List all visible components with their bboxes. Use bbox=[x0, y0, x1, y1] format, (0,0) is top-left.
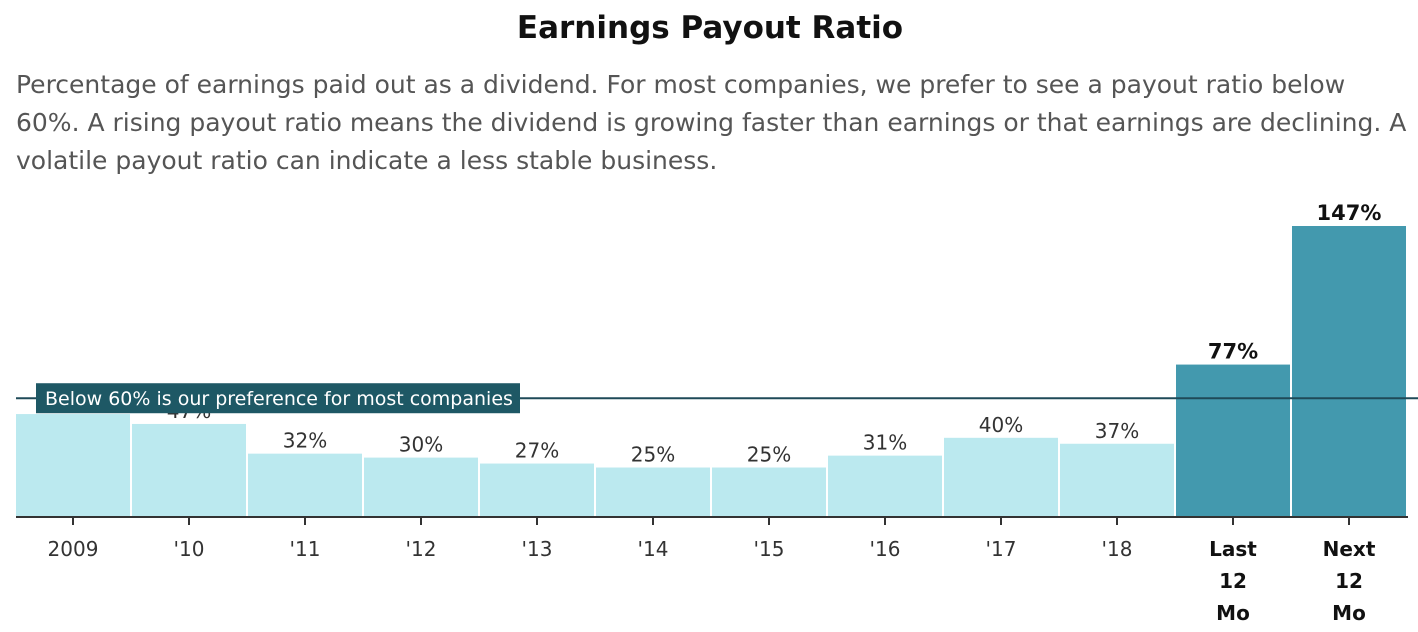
bar bbox=[132, 423, 246, 517]
x-tick-label: '14 bbox=[638, 537, 669, 561]
chart-description: Percentage of earnings paid out as a div… bbox=[16, 70, 1407, 175]
bar bbox=[480, 463, 594, 517]
chart-title: Earnings Payout Ratio bbox=[516, 10, 904, 46]
bar bbox=[944, 437, 1058, 517]
x-tick-label: Next 12 Mo bbox=[1323, 537, 1376, 625]
bar bbox=[1060, 443, 1174, 517]
bar bbox=[1176, 364, 1290, 517]
x-tick-label: '13 bbox=[522, 537, 553, 561]
data-label: 32% bbox=[283, 429, 327, 453]
x-tick-label: '15 bbox=[754, 537, 785, 561]
x-tick-label: Last 12 Mo bbox=[1209, 537, 1257, 625]
data-label: 25% bbox=[631, 443, 675, 467]
x-tick-label: '10 bbox=[174, 537, 205, 561]
bar bbox=[1292, 226, 1406, 517]
x-tick-label: '17 bbox=[986, 537, 1017, 561]
x-tick-label: '12 bbox=[406, 537, 437, 561]
reference-label-background bbox=[36, 383, 520, 414]
bar bbox=[248, 453, 362, 517]
bar bbox=[364, 457, 478, 517]
data-label: 40% bbox=[979, 413, 1023, 437]
data-label: 25% bbox=[747, 443, 791, 467]
data-label: 147% bbox=[1317, 201, 1382, 225]
x-tick-label: '16 bbox=[870, 537, 901, 561]
x-tick-label: '11 bbox=[290, 537, 321, 561]
bar bbox=[828, 455, 942, 517]
reference-label: Below 60% is our preference for most com… bbox=[45, 388, 513, 410]
data-label: 31% bbox=[863, 431, 907, 455]
bar bbox=[712, 467, 826, 517]
x-tick-label: 2009 bbox=[48, 537, 99, 561]
bar bbox=[596, 467, 710, 517]
data-label: 30% bbox=[399, 433, 443, 457]
data-label: 37% bbox=[1095, 419, 1139, 443]
bar bbox=[16, 414, 130, 517]
x-tick-label: '18 bbox=[1102, 537, 1133, 561]
data-label: 27% bbox=[515, 439, 559, 463]
data-label: 77% bbox=[1208, 340, 1258, 364]
